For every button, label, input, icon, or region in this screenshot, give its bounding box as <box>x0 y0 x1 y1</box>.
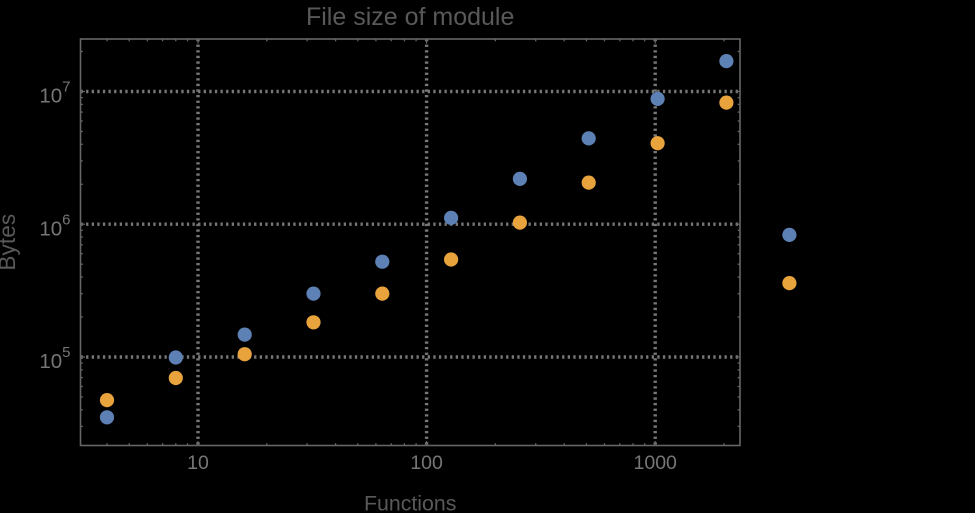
svg-text:File size of module: File size of module <box>306 3 514 31</box>
svg-text:10: 10 <box>187 452 209 474</box>
svg-text:1000: 1000 <box>634 452 678 474</box>
svg-text:Functions: Functions <box>364 492 456 513</box>
svg-text:Bytes: Bytes <box>0 214 20 271</box>
svg-text:100: 100 <box>410 452 443 474</box>
